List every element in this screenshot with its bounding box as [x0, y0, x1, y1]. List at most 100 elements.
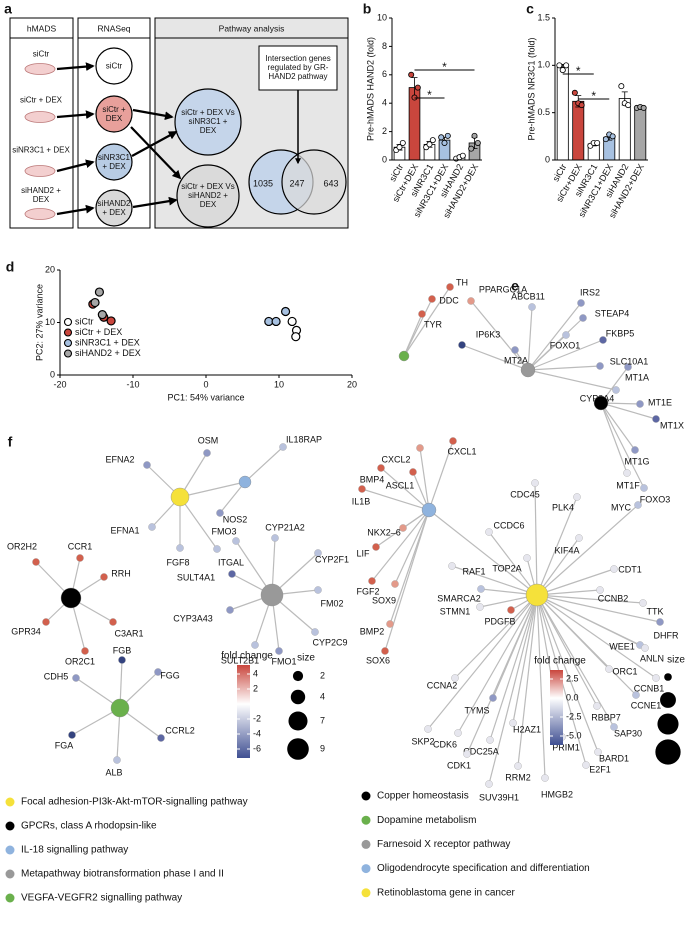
pathway-node	[170, 487, 190, 507]
gene-label: FGF8	[166, 557, 189, 567]
gene-label: CYP21A2	[265, 522, 305, 532]
legend-label: Farnesoid X receptor pathway	[377, 839, 510, 850]
network-edge	[403, 286, 451, 357]
gene-label: SUV39H1	[479, 792, 519, 802]
legend-marker	[361, 888, 371, 898]
size-key	[292, 670, 304, 682]
pathway-node	[238, 475, 252, 489]
gene-node	[509, 719, 517, 727]
gene-node	[154, 668, 162, 676]
gene-node	[449, 437, 457, 445]
legend-marker	[63, 328, 73, 337]
gene-label: CDK1	[447, 760, 471, 770]
gene-label: PRIM1	[552, 742, 580, 752]
network-edge	[536, 594, 661, 623]
column-header: Pathway analysis	[219, 23, 285, 33]
panel-label: e	[511, 278, 519, 294]
gene-label: MT1E	[648, 397, 672, 407]
condition-label: siCtr + DEX	[19, 95, 62, 105]
gene-label: SOX9	[372, 595, 396, 605]
gene-node	[203, 449, 211, 457]
gene-label: FGF2	[356, 586, 379, 596]
gene-node	[311, 628, 319, 636]
gene-node	[232, 537, 240, 545]
network-edge	[600, 402, 657, 420]
network-edge	[461, 344, 529, 371]
sample-circle	[95, 47, 133, 85]
network-edge	[527, 302, 582, 371]
network-edge	[536, 594, 615, 728]
gene-label: FM02	[320, 598, 343, 608]
panel-label: b	[363, 1, 372, 17]
legend-label: siCtr + DEX	[75, 327, 122, 337]
network-edge	[536, 594, 644, 604]
column-header: RNASeq	[97, 23, 130, 33]
data-point	[414, 84, 421, 91]
data-point	[468, 145, 475, 152]
gene-label: PDGFB	[484, 616, 515, 626]
legend-marker	[5, 821, 15, 831]
gene-node	[275, 647, 283, 655]
data-point	[609, 133, 616, 140]
gene-node	[381, 647, 389, 655]
gene-node	[610, 565, 618, 573]
venn-circle	[281, 149, 347, 215]
data-point	[602, 136, 609, 143]
data-point	[94, 287, 105, 297]
arrow	[131, 131, 178, 157]
gene-node	[489, 694, 497, 702]
y-axis-label: Pre-hMADS HAND2 (fold)	[365, 37, 375, 141]
legend-label: Dopamine metabolism	[377, 815, 477, 826]
x-tick-label: -10	[126, 379, 139, 389]
gene-label: FMO3	[211, 526, 236, 536]
gene-node	[76, 554, 84, 562]
culture-dish	[24, 111, 56, 123]
data-point	[471, 132, 478, 139]
condition-label: siNR3C1 + DEX	[12, 145, 70, 155]
data-point	[396, 144, 403, 151]
pathway-node	[525, 583, 549, 607]
gene-label: FKBP5	[606, 328, 635, 338]
data-point	[618, 83, 625, 90]
sample-circle	[95, 95, 133, 133]
network-edge	[536, 537, 580, 596]
gene-label: CCNA2	[427, 680, 458, 690]
panel-label: d	[6, 259, 15, 275]
x-tick-label: 20	[347, 379, 357, 389]
gene-node	[454, 729, 462, 737]
gene-label: EFNA2	[105, 454, 134, 464]
data-point	[578, 102, 585, 109]
gene-node	[573, 493, 581, 501]
gene-node	[409, 468, 417, 476]
legend-title: size	[667, 655, 685, 666]
legend-label: Copper homeostasis	[377, 791, 469, 802]
gene-label: DDC	[439, 295, 459, 305]
gene-node	[575, 534, 583, 542]
gene-label: KIF4A	[554, 545, 579, 555]
gene-label: CCNB2	[598, 593, 629, 603]
x-tick-label: 0	[203, 379, 208, 389]
data-point	[287, 316, 297, 327]
gene-label: IL18RAP	[286, 434, 322, 444]
y-tick-label: 0.5	[537, 107, 550, 117]
comparison-circle	[176, 164, 240, 228]
pathway-node	[520, 362, 536, 378]
x-axis-label: PC1: 54% variance	[167, 392, 244, 402]
network-edge	[527, 369, 617, 391]
gene-label: STMN1	[440, 606, 471, 616]
gene-node	[399, 524, 407, 532]
gene-node	[582, 761, 590, 769]
gene-label: SULT4A1	[177, 572, 215, 582]
gene-node	[476, 603, 484, 611]
network-edge	[536, 594, 546, 779]
size-key	[287, 738, 309, 760]
gene-label: CDH5	[44, 671, 69, 681]
size-key	[290, 689, 306, 705]
gene-label: BMP2	[360, 626, 385, 636]
y-tick-label: 1.5	[537, 12, 550, 22]
gene-label: C3AR1	[114, 628, 143, 638]
gene-node	[631, 446, 639, 454]
size-key	[660, 692, 676, 708]
pathway-node	[110, 698, 130, 718]
